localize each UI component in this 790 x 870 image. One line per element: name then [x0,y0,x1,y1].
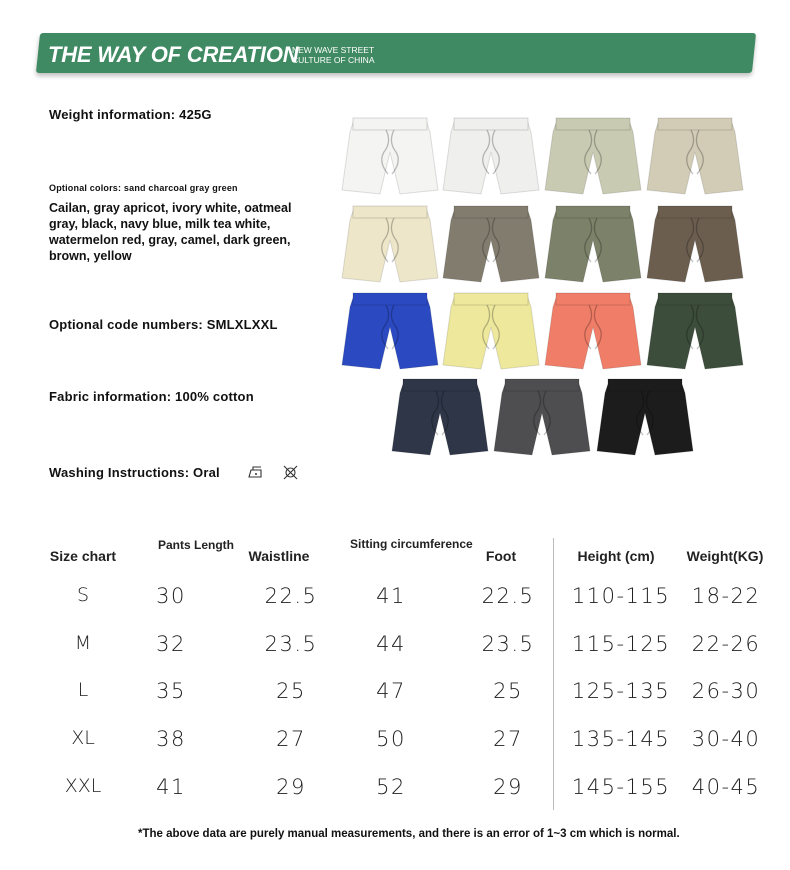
size-chart-header: Sitting circumference [350,537,473,551]
shorts-swatch[interactable] [441,112,541,198]
size-chart-cell: 22.5 [264,584,318,608]
size-chart-cell: S [76,584,90,606]
size-chart-cell: 27 [493,727,523,751]
size-chart-cell: 26-30 [691,679,761,703]
weight-info: Weight information: 425G [49,107,212,122]
size-chart-cell: 125-135 [571,679,671,703]
washing-info: Washing Instructions: Oral [49,465,220,480]
size-chart-cell: 29 [493,775,523,799]
size-chart-cell: 110-115 [571,584,671,608]
size-chart-cell: 25 [276,679,306,703]
fabric-info: Fabric information: 100% cotton [49,389,254,404]
size-chart-cell: 18-22 [691,584,761,608]
colors-label: Optional colors: sand charcoal gray gree… [49,183,238,193]
shorts-swatch[interactable] [543,112,643,198]
do-not-dry-clean-icon [283,465,298,480]
banner-subtitle: NEW WAVE STREET CULTURE OF CHINA [292,45,375,65]
size-chart-cell: 23.5 [264,632,318,656]
shorts-swatch[interactable] [340,287,440,373]
shorts-swatch[interactable] [492,373,592,459]
shorts-swatch[interactable] [340,112,440,198]
size-chart-cell: 35 [156,679,186,703]
shorts-swatch[interactable] [543,287,643,373]
banner-subtitle-line1: NEW WAVE STREET [292,45,375,55]
shorts-swatch[interactable] [441,200,541,286]
size-chart-cell: 52 [376,775,406,799]
size-chart-cell: 22-26 [691,632,761,656]
banner-subtitle-line2: CULTURE OF CHINA [292,55,375,65]
size-chart-cell: L [77,679,89,701]
size-chart-cell: 41 [376,584,406,608]
size-chart-cell: 30 [156,584,186,608]
size-chart-cell: 23.5 [481,632,535,656]
shorts-swatch[interactable] [340,200,440,286]
size-chart-cell: 30-40 [691,727,761,751]
size-chart-cell: 41 [156,775,186,799]
shorts-swatch[interactable] [645,112,745,198]
colors-list: Cailan, gray apricot, ivory white, oatme… [49,201,292,263]
size-chart-cell: 25 [493,679,523,703]
sizes-info: Optional code numbers: SMLXLXXL [49,317,278,332]
shorts-swatch[interactable] [441,287,541,373]
size-chart-cell: 115-125 [571,632,671,656]
size-chart-cell: XL [71,727,95,749]
size-chart-cell: M [74,632,92,654]
size-chart-cell: 145-155 [571,775,671,799]
size-chart-cell: 50 [376,727,406,751]
size-chart-cell: 27 [276,727,306,751]
size-chart-cell: 38 [156,727,186,751]
iron-icon [248,466,262,478]
shorts-swatch[interactable] [390,373,490,459]
size-chart-cell: 40-45 [691,775,761,799]
shorts-swatch[interactable] [543,200,643,286]
size-chart-header: Waistline [248,548,310,564]
size-chart-cell: 44 [376,632,406,656]
measurement-note: *The above data are purely manual measur… [138,828,680,840]
size-chart-cell: 32 [156,632,186,656]
shorts-swatch[interactable] [645,200,745,286]
size-chart-cell: XXL [64,775,102,797]
size-chart-cell: 47 [376,679,406,703]
banner-title: THE WAY OF CREATION [48,42,299,67]
shorts-swatch[interactable] [645,287,745,373]
shorts-swatch[interactable] [595,373,695,459]
size-chart-cell: 29 [276,775,306,799]
size-chart-header: Foot [485,548,517,564]
size-chart-header: Weight(KG) [686,548,764,564]
table-divider [553,538,554,810]
size-chart-cell: 22.5 [481,584,535,608]
size-chart-header: Pants Length [158,538,235,552]
size-chart-header: Height (cm) [577,548,655,564]
size-chart-header: Size chart [49,548,117,564]
size-chart-cell: 135-145 [571,727,671,751]
